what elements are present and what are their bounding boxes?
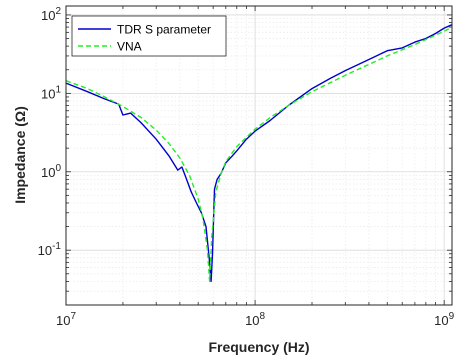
legend-label-tdr: TDR S parameter: [117, 23, 211, 37]
x-tick-label: 109: [434, 311, 454, 328]
legend-label-vna: VNA: [117, 40, 142, 54]
x-tick-label: 107: [56, 311, 76, 328]
x-tick-label: 108: [245, 311, 265, 328]
tdr-series-line: [65, 24, 453, 283]
y-tick-label: 100: [41, 163, 61, 180]
legend-box: [71, 15, 227, 57]
tick-labels: 107 108 109 10-1 100 101 102: [38, 6, 455, 328]
y-axis-label: Impedance (Ω): [12, 106, 28, 204]
vna-series-line: [65, 26, 453, 283]
series-layer: [65, 24, 453, 283]
y-tick-label: 10-1: [38, 241, 62, 258]
legend: TDR S parameter VNA: [71, 15, 227, 57]
axis-ticks: [65, 6, 452, 306]
plot-frame: [65, 5, 453, 306]
y-tick-label: 101: [41, 84, 61, 101]
y-tick-label: 102: [41, 6, 61, 23]
x-axis-label: Frequency (Hz): [208, 339, 309, 355]
